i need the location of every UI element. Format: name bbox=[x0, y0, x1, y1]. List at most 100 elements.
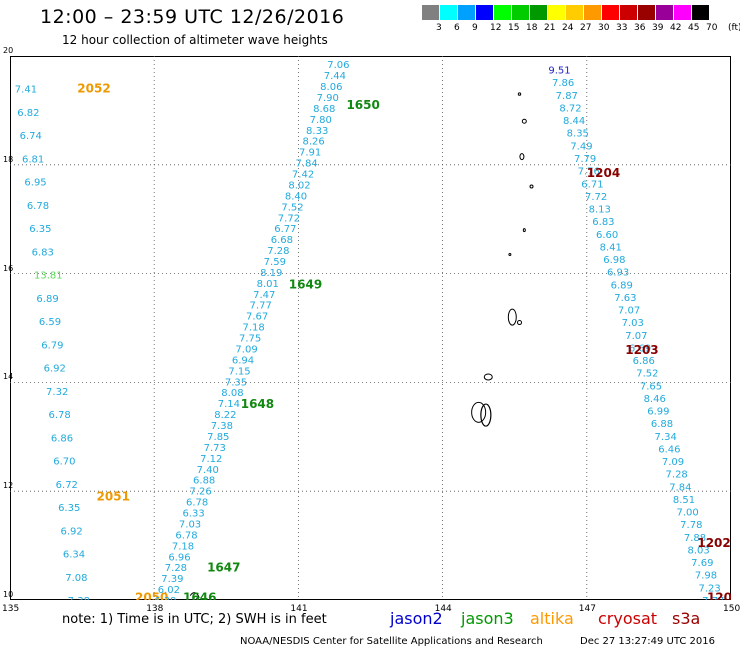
island-outline bbox=[517, 320, 523, 326]
island-outline bbox=[483, 373, 493, 381]
wave-height-label: 6.81 bbox=[22, 154, 44, 165]
wave-height-label: 6.77 bbox=[274, 224, 296, 235]
wave-height-label: 6.02 bbox=[158, 585, 180, 596]
wave-height-label: 7.86 bbox=[552, 78, 574, 89]
scale-label: 30 bbox=[598, 23, 610, 33]
wave-height-label: 6.92 bbox=[44, 364, 66, 375]
scale-swatch bbox=[674, 5, 691, 20]
longitude-tick: 150 bbox=[723, 604, 740, 614]
wave-height-label: 8.13 bbox=[589, 205, 611, 216]
wave-height-label: 8.08 bbox=[221, 388, 243, 399]
wave-height-label: 7.42 bbox=[292, 170, 314, 181]
wave-height-label: 7.18 bbox=[172, 541, 194, 552]
wave-height-label: 7.91 bbox=[299, 148, 321, 159]
satellite-legend-s3a: s3a bbox=[672, 609, 701, 628]
wave-height-label: 7.84 bbox=[295, 159, 317, 170]
wave-height-label: 8.01 bbox=[257, 279, 279, 290]
scale-label: 45 bbox=[688, 23, 700, 33]
satellite-legend-jason3: jason3 bbox=[461, 609, 514, 628]
scale-swatch bbox=[566, 5, 583, 20]
wave-height-label: 6.82 bbox=[17, 108, 39, 119]
pass-time-label: 1202 bbox=[697, 536, 730, 550]
wave-height-label: 7.65 bbox=[640, 381, 662, 392]
wave-height-label: 6.78 bbox=[186, 498, 208, 509]
scale-label: 33 bbox=[616, 23, 628, 33]
wave-height-label: 6.86 bbox=[633, 356, 655, 367]
wave-height-label: 7.84 bbox=[669, 482, 691, 493]
wave-height-label: 8.26 bbox=[303, 137, 325, 148]
scale-swatch bbox=[422, 5, 439, 20]
wave-height-label: 7.09 bbox=[235, 344, 257, 355]
longitude-tick: 138 bbox=[146, 604, 164, 614]
wave-height-label: 7.73 bbox=[204, 443, 226, 454]
wave-height-label: 6.35 bbox=[58, 503, 80, 514]
wave-height-label: 7.59 bbox=[264, 257, 286, 268]
wave-height-label: 8.19 bbox=[260, 268, 282, 279]
wave-height-label: 7.90 bbox=[317, 93, 339, 104]
wave-height-label: 7.07 bbox=[625, 331, 647, 342]
scale-swatch bbox=[548, 5, 565, 20]
footer-note: note: 1) Time is in UTC; 2) SWH is in fe… bbox=[62, 612, 327, 627]
wave-height-label: 7.03 bbox=[622, 318, 644, 329]
wave-height-label: 8.02 bbox=[288, 180, 310, 191]
wave-height-label: 7.09 bbox=[662, 457, 684, 468]
wave-height-label: 6.93 bbox=[607, 268, 629, 279]
wave-height-label: 7.80 bbox=[310, 115, 332, 126]
wave-height-label: 7.47 bbox=[253, 290, 275, 301]
latitude-tick: 12 bbox=[3, 481, 14, 491]
wave-height-label: 7.72 bbox=[585, 192, 607, 203]
wave-height-label: 7.67 bbox=[246, 312, 268, 323]
wave-height-label: 6.33 bbox=[182, 509, 204, 520]
generation-timestamp: Dec 27 13:27:49 UTC 2016 bbox=[580, 636, 715, 647]
wave-height-label: 7.63 bbox=[614, 293, 636, 304]
latitude-tick: 10 bbox=[3, 590, 14, 599]
pass-time-label: 2052 bbox=[77, 82, 110, 96]
scale-swatch bbox=[440, 5, 457, 20]
wave-height-label: 6.60 bbox=[596, 230, 618, 241]
wave-height-label: 6.88 bbox=[193, 476, 215, 487]
wave-height-label: 7.38 bbox=[68, 596, 90, 600]
wave-height-label: 6.89 bbox=[36, 294, 58, 305]
wave-height-label: 7.77 bbox=[702, 596, 724, 600]
wave-height-label: 8.41 bbox=[600, 242, 622, 253]
wave-height-label: 8.46 bbox=[644, 394, 666, 405]
wave-height-label: 6.68 bbox=[271, 235, 293, 246]
pass-time-label: 1650 bbox=[346, 98, 379, 112]
wave-height-label: 6.74 bbox=[20, 131, 42, 142]
wave-height-label: 7.87 bbox=[556, 91, 578, 102]
yap-island-outline bbox=[189, 592, 200, 600]
wave-height-label: 7.28 bbox=[267, 246, 289, 257]
wave-height-label: 7.32 bbox=[46, 387, 68, 398]
scale-label: 70 bbox=[706, 23, 718, 33]
wave-height-label: 13.81 bbox=[34, 271, 63, 282]
scale-swatch bbox=[602, 5, 619, 20]
wave-height-label: 6.78 bbox=[48, 410, 70, 421]
wave-height-label: 6.95 bbox=[24, 178, 46, 189]
wave-height-label: 7.76 bbox=[578, 167, 600, 178]
latitude-tick: 20 bbox=[3, 46, 14, 55]
wave-height-label: 7.06 bbox=[327, 60, 349, 71]
island-outline bbox=[508, 253, 512, 257]
satellite-legend-altika: altika bbox=[530, 609, 574, 628]
guam-island-outline bbox=[480, 403, 492, 427]
pass-time-label: 1647 bbox=[207, 560, 240, 574]
wave-height-label: 7.41 bbox=[15, 85, 37, 96]
wave-height-label: 8.51 bbox=[673, 495, 695, 506]
island-outline bbox=[522, 228, 526, 233]
wave-height-label: 7.49 bbox=[570, 141, 592, 152]
wave-height-label: 7.38 bbox=[211, 421, 233, 432]
scale-label: 21 bbox=[544, 23, 556, 33]
pass-time-label: 1649 bbox=[289, 277, 322, 291]
scale-label: 12 bbox=[490, 23, 502, 33]
wave-height-label: 7.52 bbox=[281, 202, 303, 213]
wave-height-label: 7.03 bbox=[179, 519, 201, 530]
wave-height-label: 7.39 bbox=[161, 574, 183, 585]
wave-height-label: 6.83 bbox=[592, 217, 614, 228]
wave-height-label: 7.88 bbox=[684, 533, 706, 544]
wave-height-label: 7.69 bbox=[691, 558, 713, 569]
wave-height-label: 6.71 bbox=[581, 179, 603, 190]
scale-label: 42 bbox=[670, 23, 682, 33]
wave-height-label: 6.78 bbox=[27, 201, 49, 212]
wave-height-label: 6.96 bbox=[168, 552, 190, 563]
wave-height-label: 7.98 bbox=[695, 571, 717, 582]
